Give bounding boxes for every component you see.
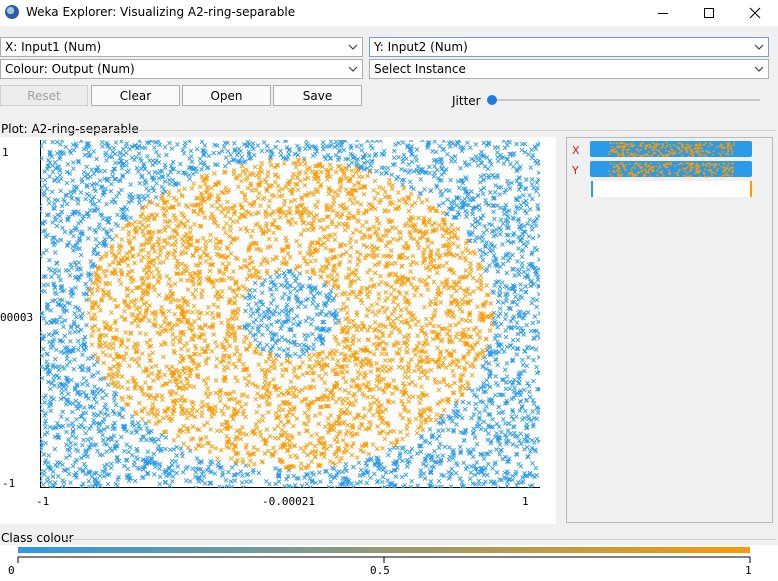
colour-select-value: Colour: Output (Num): [5, 62, 135, 76]
select-instance-value: Select Instance: [374, 62, 466, 76]
class-colour-gradient: [18, 547, 750, 553]
y-axis-select-value: Y: Input2 (Num): [374, 40, 468, 54]
chevron-down-icon: [348, 44, 358, 50]
attribute-bars[interactable]: [588, 139, 758, 199]
jitter-slider-track[interactable]: [492, 99, 760, 101]
jitter-label: Jitter: [452, 94, 481, 108]
x-axis-select[interactable]: X: Input1 (Num): [0, 37, 363, 57]
minimize-button[interactable]: [640, 0, 686, 26]
maximize-icon: [704, 8, 714, 18]
plot-title: Plot: A2-ring-separable: [1, 122, 139, 136]
y-tick-mid: 00003: [0, 311, 34, 324]
legend-tick-mid: 0.5: [370, 564, 390, 577]
x-tick-left: -1: [36, 495, 50, 508]
attribute-x-marker: X: [572, 144, 580, 157]
class-colour-title: Class colour: [1, 531, 74, 545]
chevron-down-icon: [348, 66, 358, 72]
window-title: Weka Explorer: Visualizing A2-ring-separ…: [26, 5, 296, 19]
minimize-icon: [658, 13, 668, 14]
jitter-slider-thumb[interactable]: [487, 95, 497, 105]
scatter-plot[interactable]: [40, 140, 540, 488]
close-button[interactable]: [732, 0, 778, 26]
colour-select[interactable]: Colour: Output (Num): [0, 59, 363, 79]
y-tick-bottom: -1: [2, 477, 16, 490]
class-high-points: [86, 157, 495, 471]
select-instance-dropdown[interactable]: Select Instance: [369, 59, 769, 79]
attribute-bar-input2[interactable]: [590, 161, 752, 178]
save-button[interactable]: Save: [273, 85, 362, 106]
maximize-button[interactable]: [686, 0, 732, 26]
legend-axis: [17, 556, 751, 563]
scatter-points: [40, 140, 540, 488]
close-icon: [749, 7, 761, 19]
reset-button[interactable]: Reset: [0, 85, 88, 106]
weka-app-icon: [5, 5, 19, 19]
plot-divider: [66, 130, 776, 131]
y-tick-top: 1: [2, 146, 9, 159]
x-tick-mid: -0.00021: [262, 495, 315, 508]
attribute-y-marker: Y: [572, 164, 579, 177]
legend-divider: [66, 539, 776, 540]
chevron-down-icon: [754, 44, 764, 50]
attribute-bar-output[interactable]: [590, 181, 752, 197]
attribute-panel: [566, 137, 773, 523]
x-tick-right: 1: [522, 495, 529, 508]
open-button[interactable]: Open: [182, 85, 271, 106]
class-low-points: [40, 140, 540, 488]
chevron-down-icon: [754, 66, 764, 72]
clear-button[interactable]: Clear: [91, 85, 180, 106]
x-axis-select-value: X: Input1 (Num): [5, 40, 102, 54]
legend-tick-min: 0: [8, 564, 15, 577]
y-axis-select[interactable]: Y: Input2 (Num): [369, 37, 769, 57]
attribute-bar-input1[interactable]: [590, 141, 752, 158]
title-bar: Weka Explorer: Visualizing A2-ring-separ…: [0, 0, 778, 26]
legend-tick-max: 1: [745, 564, 752, 577]
